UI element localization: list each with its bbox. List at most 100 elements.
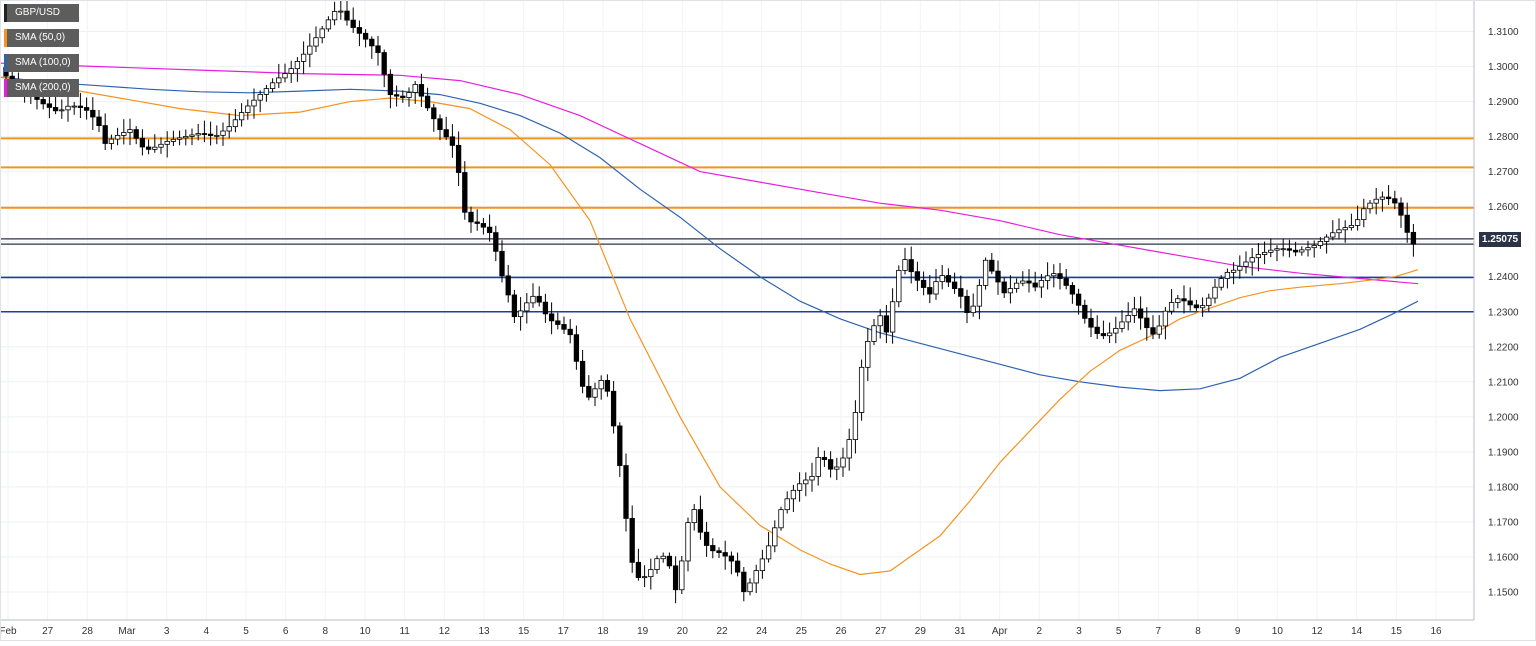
candle-body — [350, 19, 356, 28]
candle-body — [1255, 254, 1262, 259]
y-tick-label: 1.1800 — [1488, 482, 1519, 493]
y-tick-label: 1.2200 — [1488, 342, 1519, 353]
candle-body — [288, 68, 294, 74]
candle-body — [52, 107, 59, 112]
candle-body — [1268, 249, 1274, 253]
x-tick-label: 16 — [1430, 626, 1442, 637]
candle-body — [976, 284, 983, 307]
x-tick-label: 15 — [1391, 626, 1403, 637]
sma-50-line — [0, 76, 1419, 576]
candle-body — [734, 560, 741, 573]
candle-body — [1131, 308, 1138, 316]
candle-body — [765, 545, 772, 560]
candle-body — [542, 301, 549, 315]
candle-body — [747, 582, 753, 593]
legend: GBP/USD SMA (50,0) SMA (100,0) SMA (200,… — [4, 4, 79, 104]
candle-body — [1354, 219, 1361, 226]
candle-body — [1187, 300, 1193, 306]
candle-body — [561, 324, 567, 330]
candle-body — [877, 315, 883, 327]
y-tick-label: 1.1900 — [1488, 447, 1519, 458]
candle-body — [493, 232, 499, 252]
candle-body — [803, 479, 809, 485]
candle-body — [1261, 251, 1268, 255]
candle-body — [722, 552, 728, 557]
legend-item-sma200[interactable]: SMA (200,0) — [4, 79, 79, 97]
candle-body — [1144, 317, 1150, 329]
legend-label: SMA (100,0) — [15, 57, 71, 68]
candle-body — [412, 84, 418, 93]
x-tick-label: 6 — [283, 626, 289, 637]
y-tick-label: 1.1700 — [1488, 517, 1519, 528]
candle-body — [102, 125, 108, 144]
candle-body — [1100, 333, 1107, 337]
candle-body — [1330, 232, 1336, 238]
candle-body — [778, 509, 784, 529]
candle-body — [753, 570, 759, 584]
candle-body — [951, 281, 958, 289]
x-tick-label: 26 — [835, 626, 847, 637]
candle-body — [827, 459, 834, 470]
legend-item-sma50[interactable]: SMA (50,0) — [4, 29, 79, 47]
candle-body — [1057, 273, 1063, 279]
x-tick-label: 17 — [558, 626, 570, 637]
sma-200-line — [0, 62, 1419, 285]
candle-body — [1311, 245, 1317, 249]
candle-body — [437, 118, 443, 131]
candle-body — [530, 295, 536, 304]
legend-item-sma100[interactable]: SMA (100,0) — [4, 54, 79, 72]
legend-swatch — [4, 79, 7, 97]
y-tick-label: 1.2700 — [1488, 167, 1519, 178]
candle-body — [499, 250, 505, 277]
candle-body — [238, 112, 245, 121]
candle-body — [1361, 208, 1367, 221]
candle-body — [741, 571, 747, 593]
candle-body — [1032, 282, 1038, 288]
current-price-badge: 1.25075 — [1479, 232, 1521, 247]
candle-body — [635, 561, 642, 578]
candle-body — [319, 28, 325, 39]
legend-swatch — [4, 29, 7, 47]
candle-body — [307, 45, 313, 55]
candle-body — [641, 576, 648, 579]
candle-body — [1082, 304, 1088, 319]
candle-body — [1336, 229, 1342, 234]
candle-body — [1404, 214, 1410, 233]
candle-body — [989, 259, 995, 272]
candle-body — [139, 137, 146, 148]
candle-body — [691, 509, 697, 524]
legend-item-gbpusd[interactable]: GBP/USD — [4, 4, 79, 22]
candle-body — [883, 315, 890, 333]
candle-body — [1094, 326, 1100, 334]
x-tick-label: 13 — [478, 626, 490, 637]
candle-body — [313, 37, 319, 47]
legend-label: SMA (200,0) — [15, 82, 71, 93]
candle-body — [567, 328, 573, 336]
x-tick-label: 27 — [42, 626, 54, 637]
legend-label: GBP/USD — [15, 7, 61, 18]
x-tick-label: 7 — [1156, 626, 1162, 637]
candle-body — [338, 10, 344, 13]
candle-body — [121, 132, 127, 136]
candle-body — [796, 483, 803, 491]
candle-body — [1274, 248, 1280, 251]
candle-body — [375, 45, 381, 53]
candle-body — [152, 146, 158, 150]
candle-body — [1286, 248, 1293, 251]
x-tick-label: Apr — [992, 626, 1008, 637]
candle-body — [703, 531, 710, 546]
candle-body — [933, 281, 939, 295]
candle-body — [1193, 304, 1200, 309]
candle-body — [83, 107, 90, 111]
candle-body — [617, 425, 623, 466]
candle-body — [598, 380, 604, 390]
y-tick-label: 1.2400 — [1488, 272, 1519, 283]
candle-body — [629, 518, 635, 563]
candle-body — [908, 259, 914, 273]
candle-body — [840, 457, 846, 468]
candle-body — [90, 109, 96, 118]
candle-body — [1398, 202, 1404, 216]
candle-body — [114, 134, 121, 140]
candle-body — [505, 275, 511, 296]
